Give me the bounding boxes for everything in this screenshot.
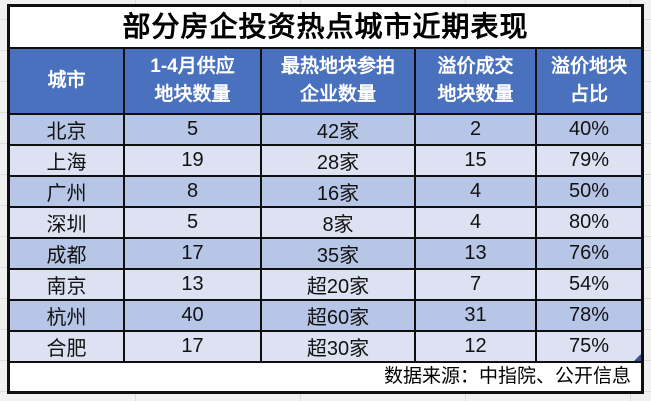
cell-city: 广州 [10, 177, 125, 206]
cell-premium-ratio: 80% [568, 211, 610, 233]
cell-supply: 5 [125, 115, 262, 144]
cell-bidders: 35家 [262, 239, 416, 268]
cell-premium-deals: 12 [416, 332, 537, 361]
cell-city: 南京 [10, 270, 125, 299]
cell-bidders: 28家 [262, 146, 416, 175]
cell-premium-ratio: 54% [568, 273, 610, 295]
column-header-city: 城市 [10, 49, 125, 113]
cell-city: 上海 [10, 146, 125, 175]
cell-supply: 8 [125, 177, 262, 206]
cell-premium-ratio: 75% [537, 332, 641, 361]
cell-city: 北京 [10, 115, 125, 144]
data-source-text: 数据来源：中指院、公开信息 [383, 366, 631, 387]
table-row: 杭州 40 超60家 31 78% [10, 301, 641, 332]
cell-bidders: 8家 [262, 208, 416, 237]
cell-premium-deals: 4 [416, 177, 537, 206]
cell-premium-deals: 4 [416, 208, 537, 237]
cell-bidders: 超20家 [262, 270, 416, 299]
cell-premium-deals: 31 [416, 301, 537, 330]
cell-premium-deals: 2 [416, 115, 537, 144]
cell-city: 合肥 [10, 332, 125, 361]
column-header-bidders: 最热地块参拍 企业数量 [262, 49, 416, 113]
table-footer: 数据来源：中指院、公开信息 [10, 363, 641, 391]
cell-city: 杭州 [10, 301, 125, 330]
cell-corner-marker [634, 354, 641, 361]
cell-supply: 5 [125, 208, 262, 237]
column-header-supply: 1-4月供应 地块数量 [125, 49, 262, 113]
table-row: 上海 19 28家 15 79% [10, 146, 641, 177]
cell-premium-ratio: 79% [568, 149, 610, 171]
table-row: 广州 8 16家 4 50% [10, 177, 641, 208]
cell-bidders: 超60家 [262, 301, 416, 330]
cell-premium-deals: 7 [416, 270, 537, 299]
table-row: 合肥 17 超30家 12 75% [10, 332, 641, 363]
cell-supply: 40 [125, 301, 262, 330]
cell-premium-ratio: 40% [568, 118, 610, 140]
table-row: 深圳 5 8家 4 80% [10, 208, 641, 239]
city-performance-table: 部分房企投资热点城市近期表现 城市 1-4月供应 地块数量 最热地块参拍 企业数… [7, 4, 644, 394]
cell-supply: 17 [125, 332, 262, 361]
cell-premium-ratio: 50% [568, 180, 610, 202]
table-row: 南京 13 超20家 7 54% [10, 270, 641, 301]
cell-premium-deals: 15 [416, 146, 537, 175]
cell-premium-ratio: 78% [568, 304, 610, 326]
cell-supply: 17 [125, 239, 262, 268]
cell-premium-ratio: 76% [568, 242, 610, 264]
cell-supply: 13 [125, 270, 262, 299]
cell-bidders: 42家 [262, 115, 416, 144]
table-row: 北京 5 42家 2 40% [10, 115, 641, 146]
cell-city: 深圳 [10, 208, 125, 237]
cell-bidders: 超30家 [262, 332, 416, 361]
table-title: 部分房企投资热点城市近期表现 [10, 7, 641, 49]
table-row: 成都 17 35家 13 76% [10, 239, 641, 270]
cell-bidders: 16家 [262, 177, 416, 206]
column-header-premium-deals: 溢价成交 地块数量 [416, 49, 537, 113]
cell-supply: 19 [125, 146, 262, 175]
table-header: 城市 1-4月供应 地块数量 最热地块参拍 企业数量 溢价成交 地块数量 溢价地… [10, 49, 641, 115]
column-header-premium-ratio: 溢价地块 占比 [550, 56, 627, 105]
cell-city: 成都 [10, 239, 125, 268]
cell-premium-deals: 13 [416, 239, 537, 268]
